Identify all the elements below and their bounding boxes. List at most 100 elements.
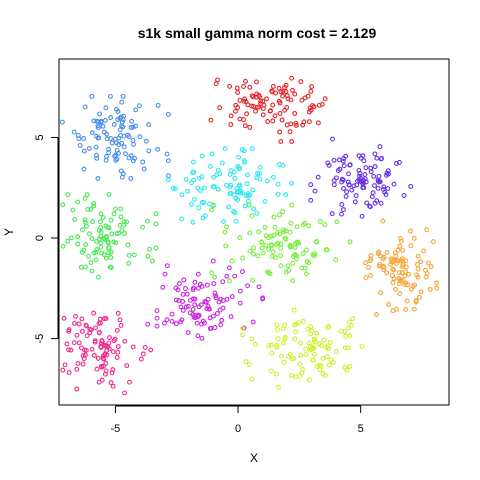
data-point	[226, 204, 232, 210]
data-point	[75, 234, 81, 240]
data-point	[118, 214, 124, 220]
data-point	[379, 156, 385, 161]
data-point	[138, 356, 144, 362]
data-point	[258, 98, 264, 104]
data-point	[352, 199, 358, 205]
data-point	[380, 186, 386, 192]
data-point	[97, 316, 103, 322]
data-point	[104, 154, 109, 159]
data-point	[260, 296, 266, 302]
data-point	[254, 210, 260, 216]
data-point	[408, 184, 414, 189]
data-point	[148, 347, 154, 353]
data-point	[424, 227, 430, 233]
data-point	[224, 182, 229, 188]
data-point	[169, 311, 175, 317]
data-point	[130, 137, 136, 143]
data-point	[278, 139, 284, 144]
data-point	[131, 252, 137, 258]
data-point	[162, 271, 168, 277]
data-point	[346, 171, 351, 177]
data-point	[330, 136, 335, 142]
data-point	[61, 315, 67, 321]
data-point	[108, 255, 114, 260]
data-point	[375, 178, 381, 184]
data-point	[375, 251, 381, 257]
data-point	[218, 322, 224, 328]
data-point	[281, 360, 287, 365]
data-point	[302, 265, 308, 271]
data-point	[83, 223, 89, 229]
data-point	[226, 265, 232, 271]
data-point	[114, 355, 120, 360]
data-point	[271, 214, 277, 220]
data-point	[75, 361, 81, 366]
data-point	[283, 228, 289, 234]
data-point	[403, 264, 409, 270]
data-point	[99, 377, 105, 383]
data-point	[343, 333, 349, 339]
data-point	[270, 102, 276, 108]
data-point	[93, 144, 99, 150]
data-point	[408, 243, 414, 249]
data-point	[202, 185, 207, 191]
data-point	[308, 197, 314, 203]
data-point	[375, 185, 381, 191]
data-point	[110, 367, 116, 373]
data-point	[235, 105, 241, 111]
data-point	[266, 343, 272, 348]
data-point	[241, 84, 246, 89]
plot-frame	[58, 58, 450, 406]
data-point	[274, 371, 279, 377]
data-point	[378, 290, 383, 296]
data-point	[180, 299, 186, 304]
data-point	[309, 84, 315, 90]
data-point	[179, 192, 185, 198]
data-point	[337, 166, 343, 172]
data-point	[154, 323, 160, 329]
data-point	[260, 106, 266, 112]
data-point	[114, 327, 120, 333]
data-point	[244, 111, 250, 117]
data-point	[250, 319, 256, 325]
data-point	[384, 170, 390, 176]
data-point	[270, 249, 276, 255]
data-point	[122, 151, 128, 157]
data-point	[124, 363, 130, 369]
data-point	[103, 360, 109, 366]
data-point	[253, 108, 258, 114]
data-point	[154, 308, 160, 314]
data-point	[291, 355, 297, 361]
data-point	[306, 340, 312, 346]
data-point	[96, 321, 102, 326]
data-point	[327, 339, 333, 345]
data-point	[108, 115, 114, 121]
data-point	[136, 103, 142, 109]
data-point	[255, 253, 261, 259]
data-point	[124, 219, 130, 225]
data-point	[386, 302, 391, 307]
data-point	[392, 250, 398, 256]
data-point	[278, 253, 284, 259]
points-layer	[59, 75, 440, 396]
data-point	[102, 117, 108, 123]
data-point	[381, 264, 387, 270]
data-point	[249, 213, 255, 219]
data-point	[389, 273, 395, 278]
data-point	[297, 361, 303, 367]
data-point	[288, 220, 294, 226]
data-point	[173, 186, 179, 192]
data-point	[60, 202, 66, 208]
data-point	[83, 242, 89, 248]
data-point	[306, 223, 312, 229]
data-point	[246, 361, 252, 367]
x-tick-label: -5	[111, 423, 121, 435]
data-point	[279, 117, 285, 123]
data-point	[311, 104, 317, 110]
data-point	[372, 164, 378, 170]
data-point	[241, 148, 247, 154]
data-point	[183, 176, 189, 182]
data-point	[350, 316, 356, 322]
data-point	[99, 338, 105, 344]
data-point	[247, 248, 253, 254]
